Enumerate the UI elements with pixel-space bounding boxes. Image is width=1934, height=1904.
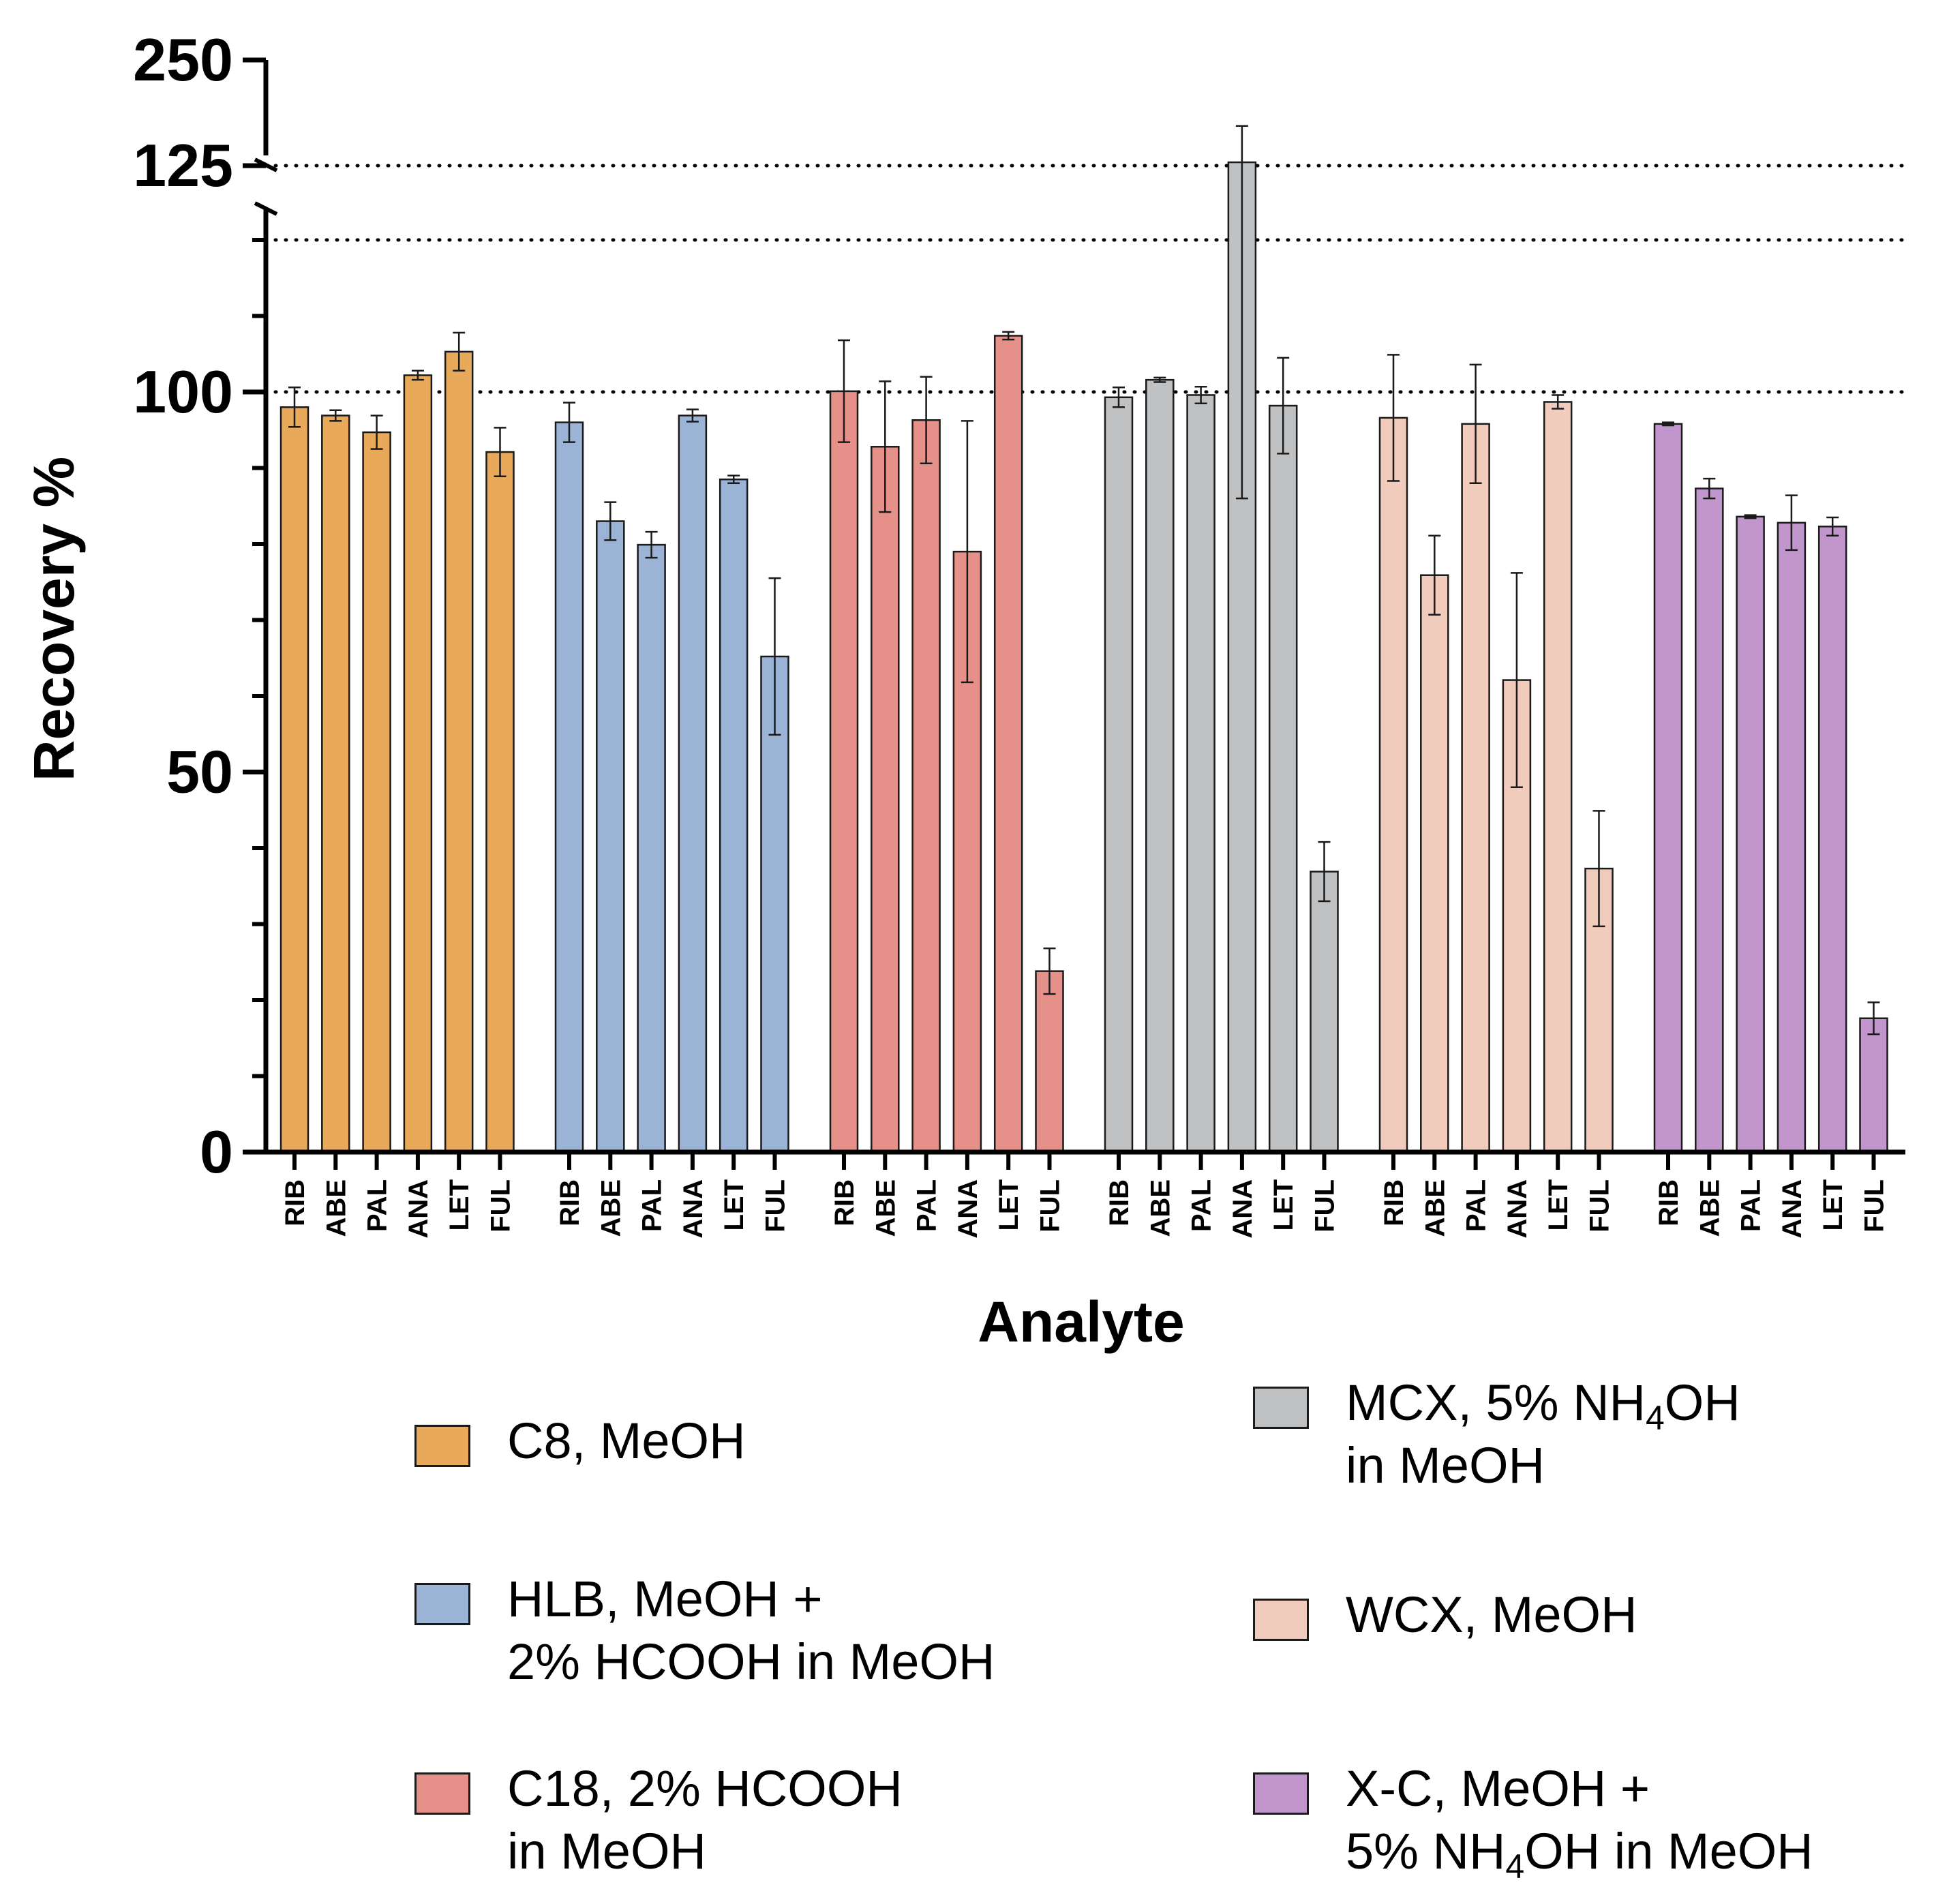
bar-abe <box>871 446 900 1153</box>
x-tick-label-pal: PAL <box>637 1179 667 1232</box>
x-tick-label-rib: RIB <box>1104 1179 1134 1226</box>
bar-ana <box>678 414 708 1153</box>
x-axis-title: Analyte <box>978 1290 1184 1354</box>
x-tick-label-abe: ABE <box>1695 1179 1725 1237</box>
y-tick-label-100: 100 <box>133 358 233 425</box>
bar-let <box>444 350 474 1153</box>
axes <box>254 60 1905 1155</box>
axis-break-mark-bottom <box>254 201 278 216</box>
x-tick-label-rib: RIB <box>280 1179 310 1226</box>
bar-abe <box>1420 574 1449 1153</box>
bar-let <box>1268 404 1298 1153</box>
bar-let <box>719 478 749 1153</box>
x-tick-label-pal: PAL <box>1187 1179 1217 1232</box>
bar-ana <box>1777 522 1807 1153</box>
bar-pal <box>362 431 391 1153</box>
x-tick-label-rib: RIB <box>1379 1179 1409 1226</box>
bar-ful <box>485 451 515 1153</box>
x-tick-label-ful: FUL <box>486 1179 516 1233</box>
x-tick-label-ana: ANA <box>1228 1179 1258 1239</box>
x-tick-label-let: LET <box>1269 1179 1299 1231</box>
bar-group-4 <box>1104 125 1339 1153</box>
bar-abe <box>1145 378 1175 1153</box>
x-tick-label-let: LET <box>1818 1179 1848 1231</box>
bar-groups <box>279 125 1888 1153</box>
y-tick-label-0: 0 <box>200 1118 233 1185</box>
bar-ful <box>1035 970 1064 1153</box>
x-tick-label-pal: PAL <box>1736 1179 1766 1232</box>
x-tick-label-ana: ANA <box>1777 1179 1807 1239</box>
bar-rib <box>279 406 309 1153</box>
x-tick-label-ana: ANA <box>953 1179 983 1239</box>
x-tick-label-let: LET <box>994 1179 1024 1231</box>
y-tick-labels: 0 50 100 125 250 <box>133 26 266 1185</box>
x-tick-label-let: LET <box>1543 1179 1573 1231</box>
x-tick-label-ful: FUL <box>761 1179 791 1233</box>
bar-ful <box>1310 871 1339 1153</box>
x-tick-label-abe: ABE <box>596 1179 626 1237</box>
bar-rib <box>1378 417 1408 1153</box>
x-tick-label-rib: RIB <box>830 1179 860 1226</box>
x-tick-label-ful: FUL <box>1860 1179 1890 1233</box>
x-tick-label-ful: FUL <box>1310 1179 1340 1233</box>
bar-abe <box>321 414 350 1153</box>
x-tick-label-abe: ABE <box>1420 1179 1450 1237</box>
bar-pal <box>1461 423 1490 1153</box>
x-category-labels: RIB ABE PAL ANA LET FUL RIB ABE PAL ANA LET FUL RIB A… <box>280 1152 1890 1239</box>
x-tick-label-pal: PAL <box>363 1179 393 1232</box>
x-tick-label-ana: ANA <box>404 1179 434 1239</box>
x-tick-label-abe: ABE <box>1145 1179 1175 1237</box>
bar-group-5 <box>1378 354 1614 1153</box>
bar-pal <box>1186 394 1215 1153</box>
x-tick-label-ful: FUL <box>1585 1179 1615 1233</box>
bar-rib <box>1104 396 1134 1153</box>
x-tick-label-pal: PAL <box>912 1179 942 1232</box>
bar-ful <box>1859 1017 1888 1153</box>
bar-rib <box>554 421 584 1153</box>
bar-let <box>1543 401 1573 1153</box>
bar-ana <box>403 374 433 1153</box>
bar-let <box>1817 526 1847 1153</box>
bar-pal <box>637 543 666 1153</box>
bar-group-1 <box>279 331 515 1153</box>
bar-group-3 <box>829 331 1064 1153</box>
x-tick-label-ana: ANA <box>1502 1179 1532 1239</box>
bar-group-2 <box>554 402 789 1153</box>
bar-rib <box>829 390 859 1153</box>
bar-pal <box>911 419 941 1153</box>
bar-abe <box>1695 487 1724 1153</box>
x-tick-label-let: LET <box>719 1179 749 1231</box>
bar-pal <box>1736 515 1765 1153</box>
y-tick-label-50: 50 <box>166 738 233 806</box>
bar-rib <box>1653 423 1683 1153</box>
x-tick-label-ana: ANA <box>678 1179 708 1239</box>
x-tick-label-let: LET <box>444 1179 474 1231</box>
bar-abe <box>596 520 625 1153</box>
x-tick-label-ful: FUL <box>1036 1179 1066 1233</box>
y-tick-label-250: 250 <box>133 26 233 93</box>
x-tick-label-abe: ABE <box>871 1179 901 1237</box>
y-tick-label-125: 125 <box>133 132 233 199</box>
bar-group-6 <box>1653 421 1888 1153</box>
x-tick-label-pal: PAL <box>1462 1179 1492 1232</box>
bar-let <box>993 335 1023 1153</box>
x-tick-label-rib: RIB <box>1654 1179 1684 1226</box>
x-tick-label-abe: ABE <box>321 1179 351 1237</box>
x-tick-label-rib: RIB <box>555 1179 585 1226</box>
reference-lines <box>273 164 1907 394</box>
y-axis-title: Recovery % <box>22 457 86 781</box>
